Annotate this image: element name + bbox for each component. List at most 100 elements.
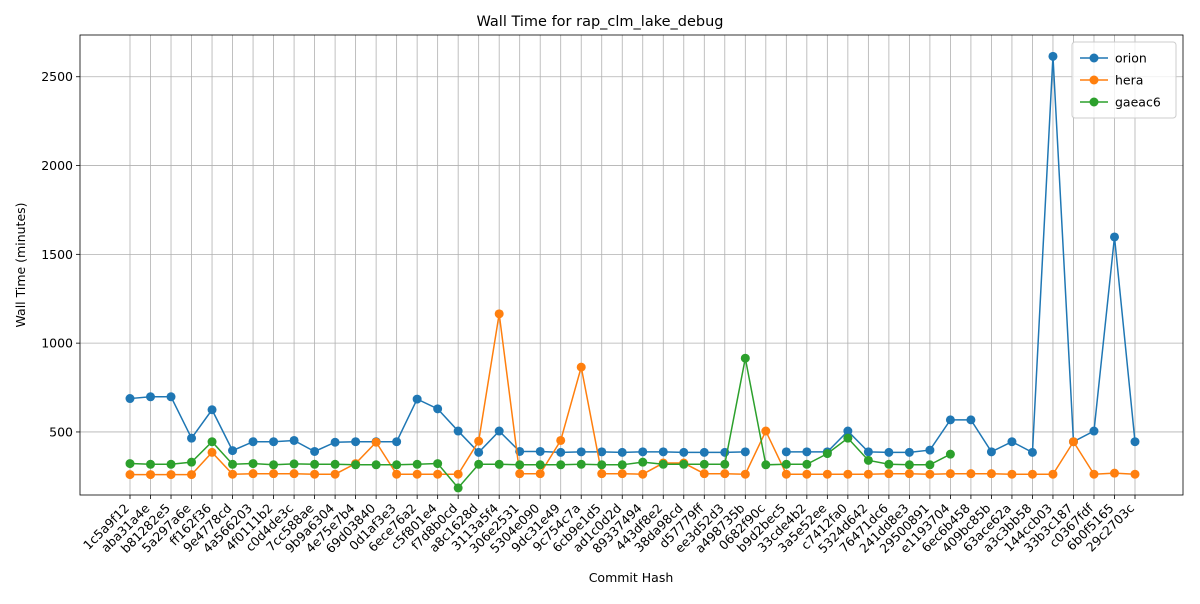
data-point-orion (1109, 232, 1119, 242)
data-point-gaeac6 (412, 459, 422, 469)
data-point-hera (966, 469, 976, 479)
data-point-hera (802, 469, 812, 479)
x-axis-label: Commit Hash (589, 570, 674, 585)
data-point-orion (310, 446, 320, 456)
y-tick-label: 2000 (41, 158, 73, 173)
data-point-orion (1089, 426, 1099, 436)
data-point-orion (166, 392, 176, 402)
data-point-hera (1109, 468, 1119, 478)
data-point-orion (330, 437, 340, 447)
data-point-hera (822, 469, 832, 479)
data-point-gaeac6 (433, 459, 443, 469)
data-point-orion (535, 446, 545, 456)
data-point-hera (1027, 469, 1037, 479)
data-point-orion (494, 426, 504, 436)
data-point-hera (146, 470, 156, 480)
data-point-hera (269, 469, 279, 479)
y-tick-label: 1500 (41, 247, 73, 262)
data-point-hera (556, 435, 566, 445)
data-point-gaeac6 (699, 459, 709, 469)
data-point-orion (207, 405, 217, 415)
chart-title: Wall Time for rap_clm_lake_debug (477, 14, 724, 30)
data-point-gaeac6 (863, 455, 873, 465)
data-point-orion (699, 447, 709, 457)
data-point-gaeac6 (125, 459, 135, 469)
data-point-hera (371, 437, 381, 447)
data-point-hera (125, 470, 135, 480)
data-point-orion (228, 446, 238, 456)
data-point-gaeac6 (679, 459, 689, 469)
data-point-orion (863, 447, 873, 457)
data-point-hera (1089, 469, 1099, 479)
legend-box (1071, 41, 1177, 119)
data-point-orion (945, 415, 955, 425)
data-point-gaeac6 (535, 460, 545, 470)
data-point-gaeac6 (269, 460, 279, 470)
y-tick-label: 2500 (41, 69, 73, 84)
data-point-hera (884, 469, 894, 479)
data-point-hera (412, 469, 422, 479)
data-point-hera (187, 470, 197, 480)
data-point-hera (330, 469, 340, 479)
data-point-hera (986, 469, 996, 479)
data-point-hera (535, 469, 545, 479)
series-gaeac6 (125, 353, 955, 493)
y-axis-label: Wall Time (minutes) (13, 202, 28, 327)
data-point-hera (515, 469, 525, 479)
data-point-hera (310, 469, 320, 479)
data-point-gaeac6 (371, 460, 381, 470)
data-point-hera (453, 469, 463, 479)
data-point-orion (781, 447, 791, 457)
data-point-hera (781, 469, 791, 479)
data-point-hera (945, 469, 955, 479)
data-point-gaeac6 (474, 459, 484, 469)
data-point-gaeac6 (658, 459, 668, 469)
data-point-hera (166, 470, 176, 480)
data-point-gaeac6 (925, 460, 935, 470)
data-point-orion (125, 394, 135, 404)
legend: orion hera gaeac6 (1071, 41, 1177, 119)
data-point-orion (617, 447, 627, 457)
data-point-gaeac6 (945, 449, 955, 459)
data-point-gaeac6 (802, 459, 812, 469)
series-layer (125, 51, 1140, 493)
data-point-hera (617, 469, 627, 479)
data-point-orion (146, 392, 156, 402)
data-point-gaeac6 (515, 460, 525, 470)
data-point-gaeac6 (187, 457, 197, 467)
data-point-gaeac6 (392, 460, 402, 470)
data-point-hera (248, 469, 258, 479)
data-point-orion (1027, 447, 1037, 457)
data-point-hera (843, 469, 853, 479)
y-tick-label: 500 (49, 424, 73, 439)
data-point-hera (638, 469, 648, 479)
legend-marker-gaeac6 (1089, 97, 1099, 107)
legend-marker-orion (1089, 53, 1099, 63)
data-point-orion (412, 394, 422, 404)
data-point-orion (925, 445, 935, 455)
data-point-orion (474, 447, 484, 457)
data-point-orion (597, 447, 607, 457)
data-point-orion (351, 437, 361, 447)
y-tick-label: 1000 (41, 336, 73, 351)
data-point-hera (207, 447, 217, 457)
data-point-gaeac6 (166, 459, 176, 469)
data-point-orion (679, 447, 689, 457)
x-axis-ticks: 1c5a9f12aba31a4eb81282e55a297a6eff162f36… (80, 495, 1137, 556)
data-point-hera (761, 426, 771, 436)
data-point-gaeac6 (207, 437, 217, 447)
data-point-gaeac6 (720, 459, 730, 469)
data-point-orion (843, 426, 853, 436)
data-point-hera (1068, 437, 1078, 447)
data-point-orion (884, 447, 894, 457)
data-point-gaeac6 (740, 353, 750, 363)
data-point-orion (966, 415, 976, 425)
data-point-orion (802, 447, 812, 457)
data-point-gaeac6 (556, 460, 566, 470)
data-point-gaeac6 (146, 459, 156, 469)
data-point-gaeac6 (638, 457, 648, 467)
data-point-gaeac6 (617, 460, 627, 470)
legend-marker-hera (1089, 75, 1099, 85)
data-point-gaeac6 (904, 460, 914, 470)
